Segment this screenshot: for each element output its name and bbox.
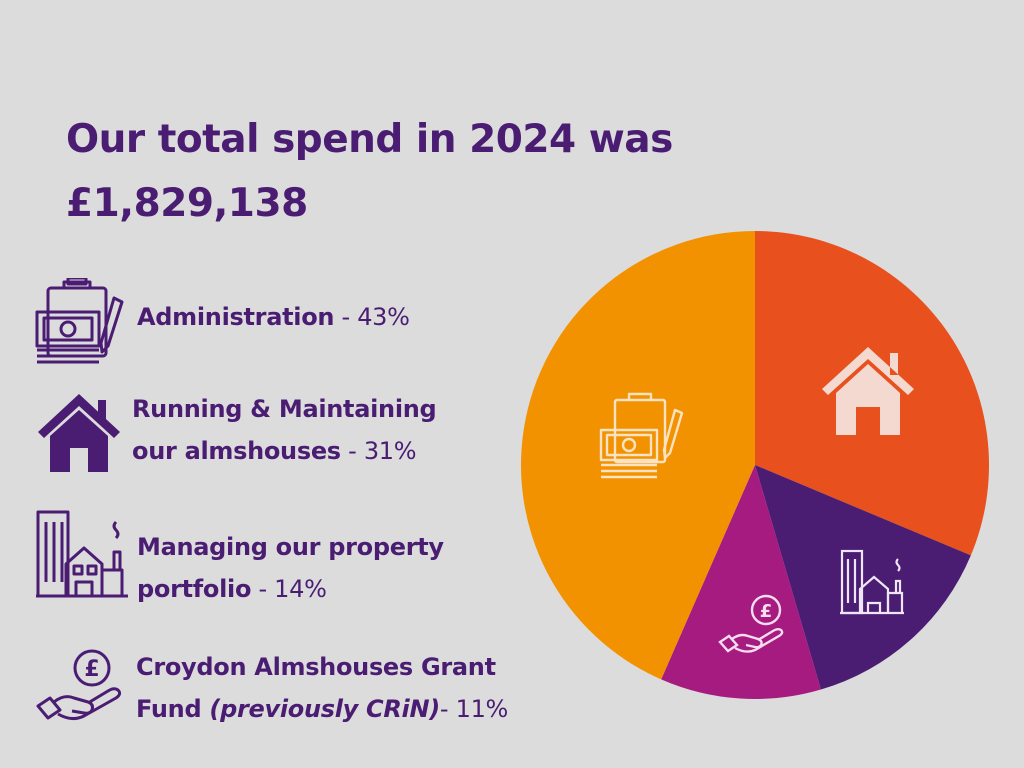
spend-pie-chart: £ — [520, 231, 989, 699]
legend-label-almshouses: Running & Maintaining our almshouses - 3… — [132, 388, 437, 472]
legend-pct-grant: - 11% — [439, 695, 509, 723]
property-buildings-icon — [36, 508, 128, 602]
title-total-amount: £1,829,138 — [66, 181, 308, 226]
svg-text:£: £ — [760, 601, 773, 622]
admin-clipboard-money-icon — [34, 276, 126, 370]
legend-name-property-line1: Managing our property — [137, 533, 444, 561]
legend-name-grant-line1: Croydon Almshouses Grant — [136, 653, 496, 681]
legend-pct-administration: - 43% — [334, 303, 410, 331]
hand-pound-coin-icon: £ — [36, 648, 126, 738]
legend-pct-property: - 14% — [251, 575, 327, 603]
title-line-1: Our total spend in 2024 was — [66, 117, 673, 162]
legend-name-administration: Administration — [137, 303, 335, 331]
legend-item-property: Managing our property portfolio - 14% — [0, 508, 520, 603]
pie-clipboard-money-icon — [599, 392, 684, 479]
legend-label-property: Managing our property portfolio - 14% — [137, 526, 444, 610]
svg-text:£: £ — [84, 657, 99, 682]
legend-item-grant: £ Croydon Almshouses Grant Fund (previou… — [0, 646, 520, 736]
legend-label-grant: Croydon Almshouses Grant Fund (previousl… — [136, 646, 508, 730]
legend-name-almshouses-line1: Running & Maintaining — [132, 395, 437, 423]
pie-slice-grant — [661, 465, 821, 699]
legend-name-grant-line2: Fund — [136, 695, 210, 723]
legend-pct-almshouses: - 31% — [340, 437, 417, 465]
house-icon — [36, 390, 122, 476]
legend-item-almshouses: Running & Maintaining our almshouses - 3… — [0, 388, 520, 478]
page-title: Our total spend in 2024 was £1,829,138 — [66, 108, 766, 236]
legend-item-administration: Administration - 43% — [0, 276, 520, 366]
legend-name-property-line2: portfolio — [137, 575, 252, 603]
pie-house-icon — [822, 347, 914, 435]
pie-buildings-icon — [840, 549, 904, 615]
legend-name-almshouses-line2: our almshouses — [132, 437, 341, 465]
pie-hand-coin-icon: £ — [718, 594, 784, 653]
legend-label-administration: Administration - 43% — [137, 296, 410, 338]
legend-name-grant-previously: (previously CRiN) — [209, 695, 440, 723]
